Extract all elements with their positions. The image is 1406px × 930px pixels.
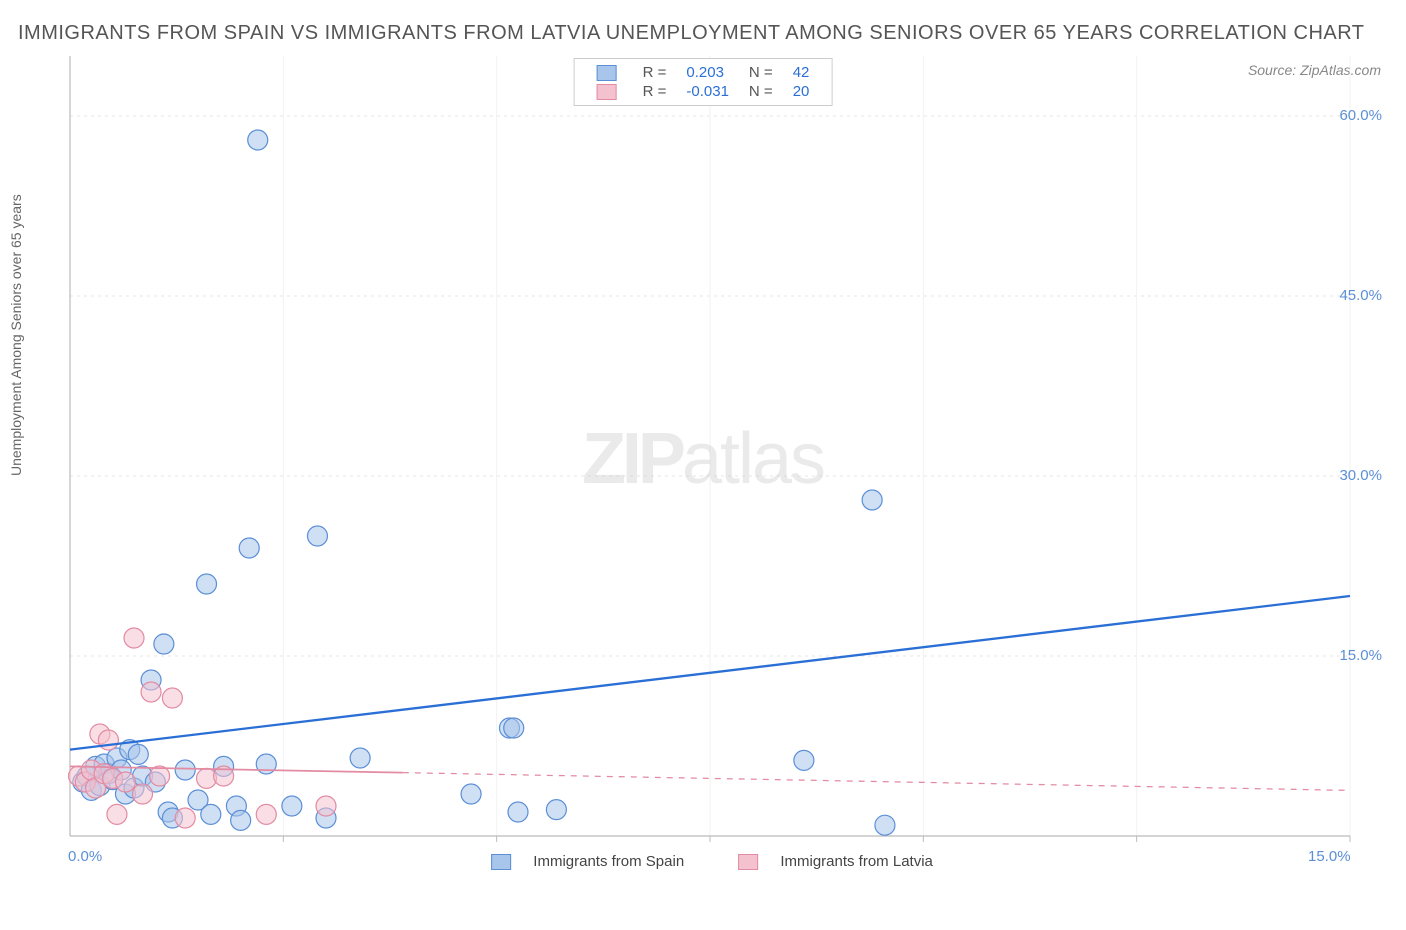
y-tick-label: 30.0% [1339, 467, 1382, 484]
x-tick-label: 15.0% [1308, 848, 1351, 865]
series-legend: Immigrants from Spain Immigrants from La… [455, 853, 951, 870]
chart-container: Unemployment Among Seniors over 65 years… [18, 56, 1388, 896]
y-tick-label: 15.0% [1339, 647, 1382, 664]
correlation-legend: R =0.203N =42R =-0.031N =20 [574, 58, 833, 106]
legend-item: Immigrants from Spain [473, 853, 684, 870]
y-tick-label: 60.0% [1339, 107, 1382, 124]
legend-row: R =-0.031N =20 [587, 82, 820, 101]
x-tick-label: 0.0% [68, 848, 102, 865]
scatter-plot [18, 56, 1388, 896]
legend-item: Immigrants from Latvia [720, 853, 933, 870]
chart-title: IMMIGRANTS FROM SPAIN VS IMMIGRANTS FROM… [18, 18, 1388, 48]
y-tick-label: 45.0% [1339, 287, 1382, 304]
legend-row: R =0.203N =42 [587, 63, 820, 82]
y-axis-label: Unemployment Among Seniors over 65 years [8, 194, 24, 476]
